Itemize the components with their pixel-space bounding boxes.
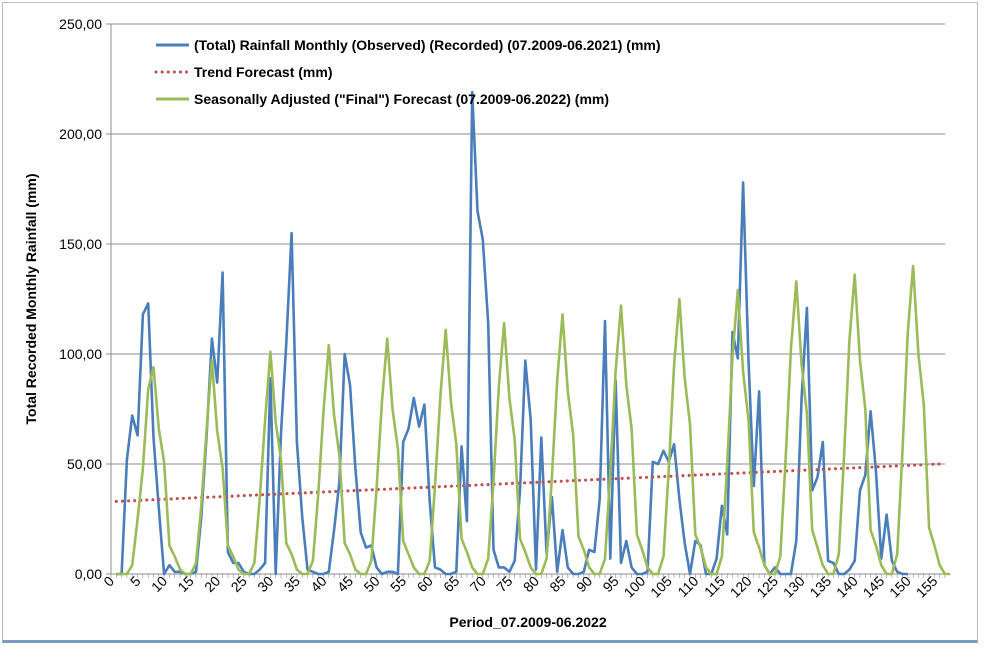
- x-tick-label: 30: [254, 573, 276, 595]
- x-tick-label: 85: [546, 573, 568, 595]
- y-tick-label: 250,00: [59, 16, 102, 32]
- x-tick-label: 155: [913, 573, 941, 601]
- x-tick-label: 35: [281, 573, 303, 595]
- x-tick-label: 10: [148, 573, 170, 595]
- x-tick-label: 65: [440, 573, 462, 595]
- x-tick-label: 115: [701, 573, 728, 600]
- x-tick-label: 0: [100, 573, 117, 590]
- x-tick-label: 25: [228, 573, 250, 595]
- legend-label: (Total) Rainfall Monthly (Observed) (Rec…: [194, 37, 661, 53]
- x-tick-label: 60: [414, 573, 436, 595]
- x-tick-label: 20: [201, 573, 223, 595]
- series-line-3: [116, 264, 951, 576]
- x-tick-label: 90: [573, 573, 595, 595]
- y-axis-title: Total Recorded Monthly Rainfall (mm): [23, 174, 39, 425]
- x-tick-label: 125: [753, 573, 781, 601]
- x-tick-label: 120: [727, 573, 755, 601]
- x-tick-label: 140: [833, 573, 861, 601]
- legend-label: Trend Forecast (mm): [194, 64, 332, 80]
- x-tick-label: 70: [467, 573, 489, 595]
- x-tick-label: 135: [806, 573, 834, 601]
- series-lines: [114, 90, 951, 576]
- x-tick-label: 130: [780, 573, 808, 601]
- x-tick-label: 145: [860, 573, 888, 601]
- x-tick-label: 40: [307, 573, 329, 595]
- x-tick-label: 110: [674, 573, 701, 600]
- x-axis-title: Period_07.2009-06.2022: [449, 614, 606, 630]
- y-tick-label: 50,00: [67, 456, 102, 472]
- x-tick-label: 5: [127, 573, 144, 590]
- legend: (Total) Rainfall Monthly (Observed) (Rec…: [154, 37, 661, 107]
- y-tick-label: 100,00: [59, 346, 102, 362]
- y-tick-label: 150,00: [59, 236, 102, 252]
- x-tick-label: 95: [599, 573, 621, 595]
- x-tick-label: 45: [334, 573, 356, 595]
- x-tick-label: 100: [621, 573, 649, 601]
- x-tick-label: 150: [886, 573, 914, 601]
- gridlines: [111, 23, 945, 465]
- x-tick-label: 75: [493, 573, 515, 595]
- series-line-1: [116, 90, 908, 576]
- x-tick-label: 105: [647, 573, 675, 601]
- x-tick-label: 80: [520, 573, 542, 595]
- x-tick-label: 50: [360, 573, 382, 595]
- y-tick-label: 0,00: [75, 566, 102, 582]
- y-tick-label: 200,00: [59, 126, 102, 142]
- legend-label: Seasonally Adjusted ("Final") Forecast (…: [194, 91, 609, 107]
- x-tick-label: 15: [174, 573, 196, 595]
- x-tick-label: 55: [387, 573, 409, 595]
